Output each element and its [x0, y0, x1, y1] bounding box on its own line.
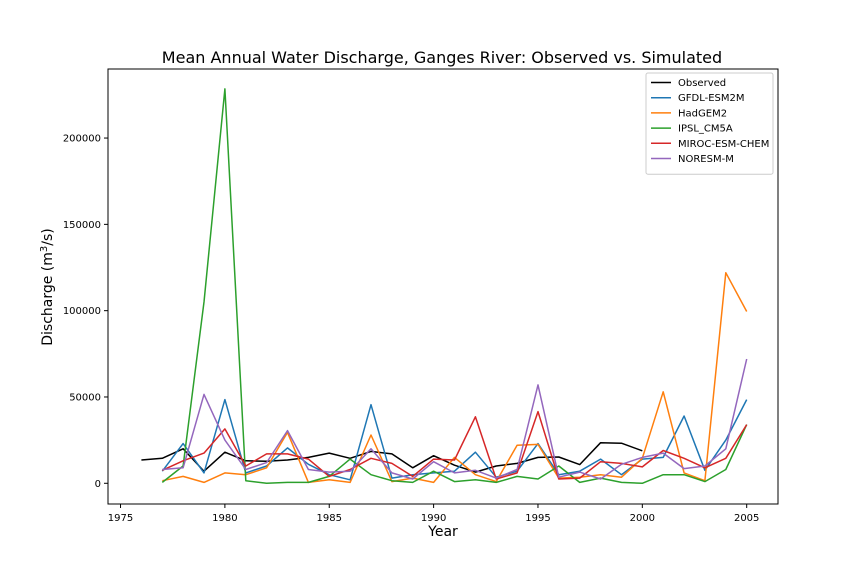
axis-ticks: 1975 1980 1985 1990 1995 2000 2005 0 50000 100000… [63, 134, 760, 524]
legend-label: IPSL_CM5A [678, 124, 733, 135]
y-tick-label: 200000 [63, 134, 101, 145]
x-axis-label: Year [427, 524, 458, 540]
x-tick-label: 1980 [212, 513, 237, 524]
x-tick-label: 1990 [421, 513, 446, 524]
series-lines [141, 88, 748, 485]
series-line-gfdl-esm2m [161, 398, 748, 481]
x-tick-label: 1995 [525, 513, 550, 524]
x-tick-label: 1985 [317, 513, 342, 524]
legend-label: Observed [678, 78, 726, 89]
y-tick-label: 50000 [69, 392, 101, 403]
legend-label: MIROC-ESM-CHEM [678, 139, 769, 150]
x-tick-label: 2005 [734, 513, 759, 524]
x-tick-label: 1975 [108, 513, 133, 524]
chart-title: Mean Annual Water Discharge, Ganges Rive… [162, 48, 722, 67]
legend-frame [645, 72, 774, 175]
legend-label: NORESM-M [678, 154, 734, 165]
series-line-noresm-m [162, 358, 748, 480]
y-tick-label: 150000 [63, 220, 101, 231]
series-line-observed [141, 441, 643, 473]
y-tick-label: 0 [95, 479, 101, 490]
y-axis-label: Discharge (m3/s) [39, 228, 56, 346]
y-tick-label: 100000 [63, 306, 101, 317]
series-line-ipsl-cm5a [161, 88, 748, 485]
plot-frame [107, 68, 779, 505]
series-line-hadgem2 [162, 271, 748, 484]
legend-label: GFDL-ESM2M [678, 93, 745, 104]
legend: Observed GFDL-ESM2M HadGEM2 IPSL_CM5A MIROC-… [645, 72, 774, 175]
legend-label: HadGEM2 [678, 108, 727, 119]
series-line-miroc-esm-chem [161, 410, 748, 480]
x-tick-label: 2000 [630, 513, 655, 524]
